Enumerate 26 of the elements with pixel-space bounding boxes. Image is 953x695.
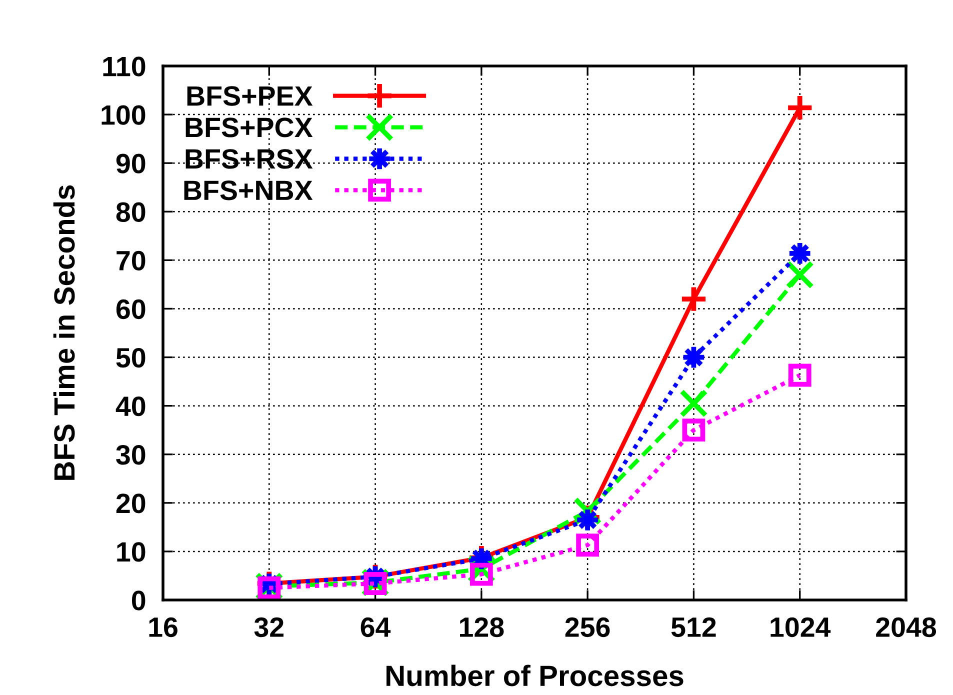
y-tick-label: 30 xyxy=(116,445,146,465)
x-tick-label: 512 xyxy=(671,617,716,638)
y-tick-label: 70 xyxy=(116,250,146,271)
y-tick-label: 20 xyxy=(116,494,146,514)
x-tick-label: 64 xyxy=(360,617,391,638)
y-tick-label: 50 xyxy=(116,348,146,368)
y-axis-title: BFS Time in Seconds xyxy=(53,185,75,480)
x-tick-label: 128 xyxy=(460,617,504,638)
x-tick-label: 256 xyxy=(565,617,610,638)
x-tick-label: 2048 xyxy=(876,617,936,638)
legend-label: BFS+RSX xyxy=(186,149,313,169)
legend-label: BFS+PEX xyxy=(187,86,313,106)
y-tick-label: 80 xyxy=(116,202,146,222)
y-tick-label: 100 xyxy=(102,105,146,125)
y-tick-label: 40 xyxy=(116,396,146,416)
x-tick-label: 1024 xyxy=(770,617,831,638)
y-tick-label: 0 xyxy=(132,590,146,610)
y-tick-label: 90 xyxy=(116,154,146,174)
x-tick-label: 32 xyxy=(254,617,284,638)
legend-label: BFS+PCX xyxy=(186,118,313,138)
y-tick-label: 110 xyxy=(103,56,146,76)
legend-label: BFS+NBX xyxy=(184,180,313,200)
y-tick-label: 10 xyxy=(117,542,146,562)
x-axis-title: Number of Processes xyxy=(386,664,684,686)
x-tick-label: 16 xyxy=(149,617,178,638)
y-tick-label: 60 xyxy=(116,299,146,320)
